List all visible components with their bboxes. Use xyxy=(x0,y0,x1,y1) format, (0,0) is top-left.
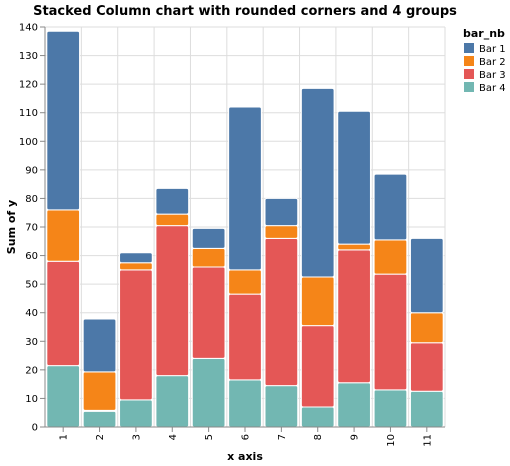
bar-segment-bar-3-6 xyxy=(228,293,262,381)
bar-segment-bar-2-10 xyxy=(373,239,408,275)
x-tick-label: 8 xyxy=(313,434,324,440)
bar-segment-bar-2-5 xyxy=(191,247,226,268)
y-tick-label: 30 xyxy=(25,337,38,348)
x-tick-label: 6 xyxy=(241,434,252,440)
bar-segment-bar-4-3 xyxy=(119,399,153,428)
x-tick-label: 4 xyxy=(168,434,179,440)
bar-segment-bar-2-3 xyxy=(119,262,153,271)
bar-segment-bar-2-9 xyxy=(337,243,371,251)
bar-segment-bar-3-5 xyxy=(191,266,226,359)
bar-segment-bar-2-4 xyxy=(155,213,190,227)
legend-swatch xyxy=(464,69,474,79)
x-tick-label: 1 xyxy=(59,434,70,440)
y-tick-label: 60 xyxy=(25,251,38,262)
legend-label: Bar 2 xyxy=(479,57,506,68)
bar-segment-bar-1-11 xyxy=(409,237,444,314)
x-tick-label: 3 xyxy=(131,434,142,440)
legend-swatch xyxy=(464,43,474,53)
bar-segment-bar-1-7 xyxy=(264,197,299,227)
y-tick-label: 80 xyxy=(25,194,38,205)
x-tick-label: 10 xyxy=(386,434,397,447)
bar-segment-bar-1-4 xyxy=(155,187,190,215)
y-tick-label: 140 xyxy=(19,23,38,34)
legend-swatch xyxy=(464,82,474,92)
x-axis-title: x axis xyxy=(227,450,263,463)
y-tick-label: 70 xyxy=(25,223,38,234)
bars xyxy=(46,30,444,428)
bar-segment-bar-4-1 xyxy=(46,365,81,428)
bar-segment-bar-4-11 xyxy=(409,390,444,428)
bar-segment-bar-4-2 xyxy=(82,410,117,428)
bar-segment-bar-1-3 xyxy=(119,252,153,264)
x-tick-label: 11 xyxy=(422,434,433,447)
y-tick-label: 130 xyxy=(19,51,38,62)
legend-label: Bar 3 xyxy=(479,70,506,81)
bar-segment-bar-3-8 xyxy=(300,325,335,408)
y-tick-label: 110 xyxy=(19,108,38,119)
y-tick-label: 50 xyxy=(25,280,38,291)
bar-segment-bar-2-2 xyxy=(82,371,117,411)
bar-segment-bar-4-5 xyxy=(191,357,226,428)
legend-label: Bar 4 xyxy=(479,83,506,94)
x-tick-label: 2 xyxy=(95,434,106,440)
bar-segment-bar-3-3 xyxy=(119,269,153,401)
bar-segment-bar-3-10 xyxy=(373,273,408,391)
x-tick-label: 9 xyxy=(350,434,361,440)
bar-segment-bar-1-8 xyxy=(300,87,335,278)
bar-segment-bar-2-1 xyxy=(46,209,81,262)
bar-segment-bar-4-8 xyxy=(300,406,335,428)
bar-segment-bar-1-6 xyxy=(228,106,262,271)
bar-segment-bar-4-4 xyxy=(155,375,190,428)
x-tick-label: 5 xyxy=(204,434,215,440)
legend-label: Bar 1 xyxy=(479,44,506,55)
y-tick-label: 120 xyxy=(19,80,38,91)
x-tick-label: 7 xyxy=(277,434,288,440)
y-tick-label: 40 xyxy=(25,308,38,319)
bar-segment-bar-3-1 xyxy=(46,260,81,367)
bar-segment-bar-4-6 xyxy=(228,379,262,428)
bar-segment-bar-1-2 xyxy=(82,318,117,373)
bar-segment-bar-2-8 xyxy=(300,276,335,327)
legend-title: bar_nb xyxy=(463,27,505,40)
x-axis: 1 2 3 4 5 6 7 8 9 10 11 xyxy=(45,426,445,447)
bar-segment-bar-2-6 xyxy=(228,269,262,295)
legend: bar_nb Bar 1 Bar 2 Bar 3 Bar 4 xyxy=(463,27,506,94)
y-axis: 0 10 20 30 40 50 60 70 80 90 100 110 120 130 140 xyxy=(19,23,46,434)
y-tick-label: 100 xyxy=(19,137,38,148)
bar-segment-bar-4-7 xyxy=(264,385,299,428)
bar-segment-bar-3-7 xyxy=(264,237,299,387)
bar-segment-bar-3-9 xyxy=(337,249,371,384)
bar-segment-bar-1-1 xyxy=(46,30,81,211)
bar-segment-bar-3-11 xyxy=(409,342,444,392)
y-tick-label: 10 xyxy=(25,394,38,405)
bar-segment-bar-4-9 xyxy=(337,382,371,428)
bar-segment-bar-2-7 xyxy=(264,225,299,239)
chart-title: Stacked Column chart with rounded corner… xyxy=(33,4,457,19)
bar-segment-bar-1-5 xyxy=(191,227,226,249)
bar-segment-bar-4-10 xyxy=(373,389,408,428)
bar-segment-bar-1-10 xyxy=(373,173,408,241)
y-tick-label: 0 xyxy=(32,423,38,434)
bar-segment-bar-3-4 xyxy=(155,225,190,377)
legend-swatch xyxy=(464,56,474,66)
y-tick-label: 20 xyxy=(25,365,38,376)
bar-segment-bar-2-11 xyxy=(409,312,444,344)
grid xyxy=(44,26,446,428)
y-tick-label: 90 xyxy=(25,165,38,176)
bar-segment-bar-1-9 xyxy=(337,110,371,245)
y-axis-title: Sum of y xyxy=(5,200,18,254)
